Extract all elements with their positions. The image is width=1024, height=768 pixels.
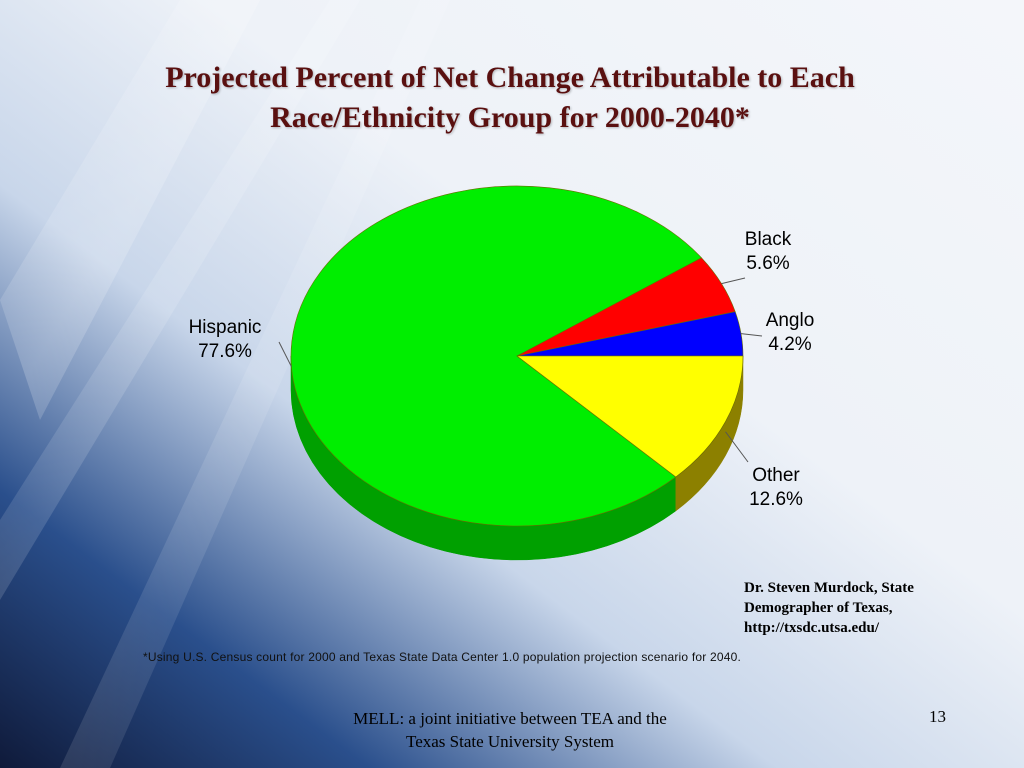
source-citation: Dr. Steven Murdock, State Demographer of… [744,578,1014,638]
label-hispanic-value: 77.6% [198,341,252,362]
leader-black [721,277,746,285]
label-black-name: Black [744,229,792,250]
label-hispanic: Hispanic 77.6% [172,316,278,364]
footer-line-2: Texas State University System [406,732,614,751]
source-line-1: Dr. Steven Murdock, State [744,580,914,596]
pie-slices [290,185,744,527]
label-hispanic-name: Hispanic [188,317,262,338]
label-anglo: Anglo 4.2% [750,309,830,357]
label-other-name: Other [752,465,800,486]
source-line-2: Demographer of Texas, [744,600,893,616]
footer-text: MELL: a joint initiative between TEA and… [290,707,730,753]
label-black-value: 5.6% [746,253,790,274]
label-anglo-name: Anglo [765,310,815,331]
label-other-value: 12.6% [749,489,803,510]
leader-anglo [740,333,763,337]
leader-other [725,431,749,463]
source-line-3: http://txsdc.utsa.edu/ [744,620,880,636]
leader-hispanic [278,341,292,367]
label-other: Other 12.6% [736,464,816,512]
footnote: *Using U.S. Census count for 2000 and Te… [143,650,741,664]
slice-hispanic [290,185,702,527]
label-black: Black 5.6% [728,228,808,276]
slide-title: Projected Percent of Net Change Attribut… [165,61,855,134]
label-anglo-value: 4.2% [768,334,812,355]
slide-number: 13 [929,707,946,726]
footer-line-1: MELL: a joint initiative between TEA and… [353,709,667,728]
slice-other [516,355,744,478]
